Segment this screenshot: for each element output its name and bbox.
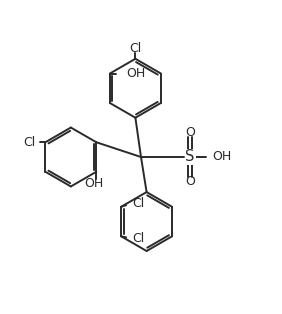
Text: Cl: Cl — [129, 42, 142, 55]
Text: O: O — [185, 126, 195, 139]
Text: Cl: Cl — [132, 197, 144, 210]
Text: S: S — [186, 149, 195, 165]
Text: O: O — [185, 175, 195, 188]
Text: OH: OH — [213, 150, 232, 164]
Text: OH: OH — [127, 67, 146, 80]
Text: OH: OH — [84, 177, 103, 190]
Text: Cl: Cl — [132, 232, 144, 245]
Text: Cl: Cl — [23, 136, 36, 149]
